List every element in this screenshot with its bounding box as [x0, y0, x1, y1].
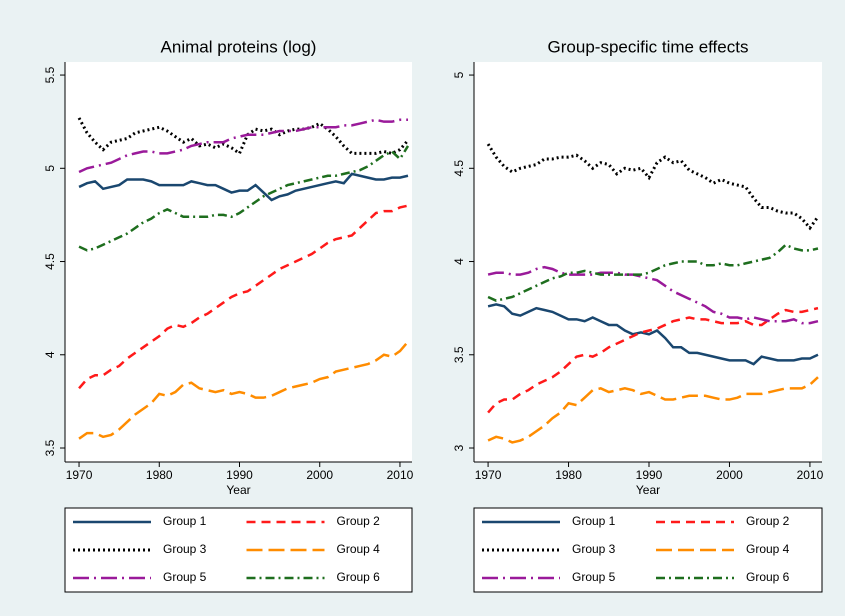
line-series	[78, 340, 409, 440]
x-tick-label: 2000	[306, 468, 333, 482]
x-tick-label: 2010	[797, 468, 824, 482]
x-axis-label: Year	[636, 483, 660, 497]
line-series	[487, 306, 819, 414]
legend-label: Group 1	[163, 514, 207, 528]
legend-label: Group 2	[746, 514, 790, 528]
line-series	[487, 265, 819, 325]
y-tick-label: 4.5	[452, 160, 466, 177]
legend-label: Group 5	[572, 570, 616, 584]
y-tick-label: 4	[452, 258, 466, 265]
legend-label: Group 6	[337, 570, 381, 584]
line-series	[78, 204, 409, 390]
line-series	[77, 117, 410, 156]
plot-area	[474, 62, 822, 462]
y-tick-label: 3	[452, 444, 466, 451]
x-tick-label: 1990	[636, 468, 663, 482]
y-tick-label: 5	[452, 71, 466, 78]
panel: Animal proteins (log) 3.5 4 4.5 5 5.5 1970 1980…	[43, 37, 414, 593]
y-tick-label: 4	[43, 351, 57, 358]
x-tick-label: 1970	[475, 468, 502, 482]
legend-label: Group 2	[337, 514, 381, 528]
x-axis-label: Year	[226, 483, 250, 497]
legend-label: Group 3	[163, 542, 207, 556]
y-tick-label: 3.5	[43, 439, 57, 456]
legend-label: Group 4	[337, 542, 381, 556]
x-tick-label: 1970	[66, 468, 93, 482]
x-tick-label: 2000	[716, 468, 743, 482]
x-tick-label: 1980	[555, 468, 582, 482]
legend-label: Group 4	[746, 542, 790, 556]
panel: Group-specific time effects 3 3.5 4 4.5 5 1970…	[452, 37, 824, 593]
y-tick-label: 4.5	[43, 253, 57, 270]
legend-label: Group 3	[572, 542, 616, 556]
line-series	[78, 118, 408, 174]
y-tick-label: 3.5	[452, 346, 466, 363]
line-series	[78, 172, 409, 202]
legend-label: Group 5	[163, 570, 207, 584]
x-tick-label: 1980	[146, 468, 173, 482]
chart-title: Animal proteins (log)	[161, 37, 317, 56]
plot-area	[65, 62, 412, 462]
y-tick-label: 5.5	[43, 66, 57, 83]
legend-label: Group 1	[572, 514, 616, 528]
line-series	[78, 145, 410, 252]
legend-label: Group 6	[746, 570, 790, 584]
chart-title: Group-specific time effects	[548, 37, 749, 56]
line-series	[487, 376, 819, 444]
y-tick-label: 5	[43, 165, 57, 172]
x-tick-label: 2010	[387, 468, 414, 482]
line-series	[486, 143, 820, 231]
line-series	[487, 303, 819, 366]
line-series	[487, 243, 819, 303]
x-tick-label: 1990	[226, 468, 253, 482]
